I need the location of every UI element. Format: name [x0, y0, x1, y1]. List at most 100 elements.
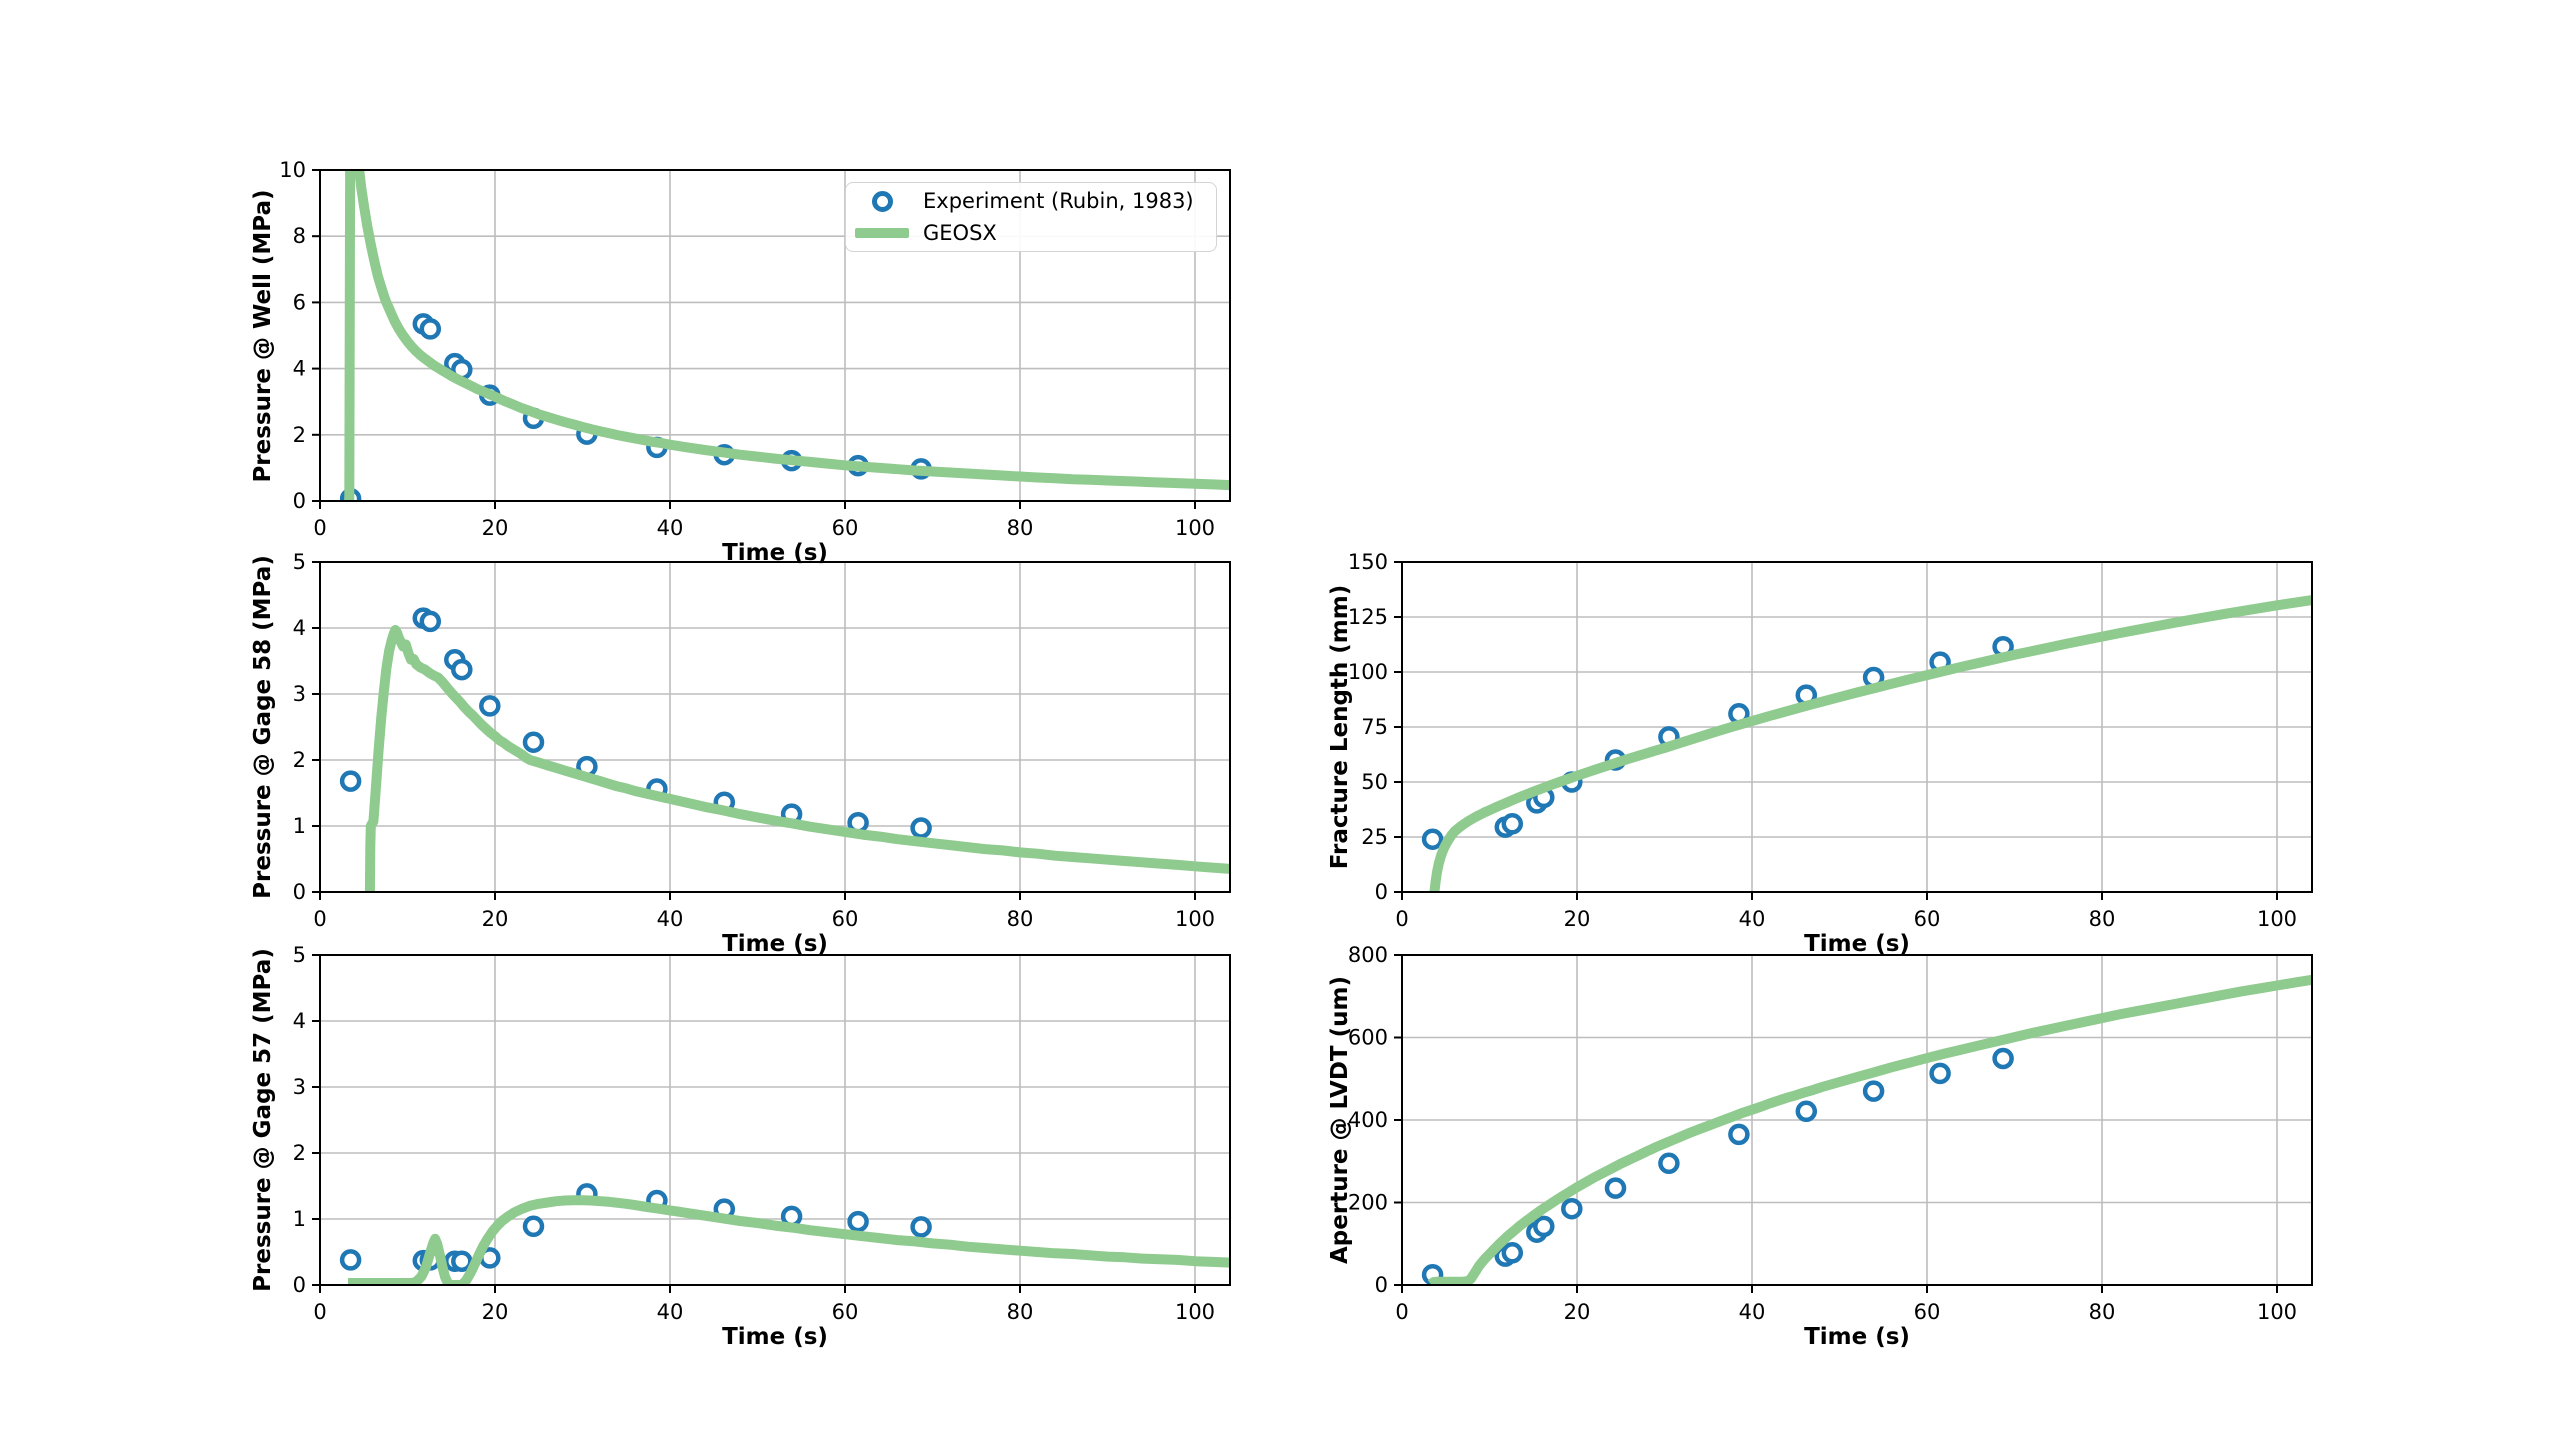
x-tick-label: 100	[1175, 1300, 1215, 1324]
legend-handle	[854, 190, 910, 212]
experiment-point	[910, 817, 932, 839]
experiment-point	[1728, 1123, 1750, 1146]
y-tick-label: 50	[1361, 770, 1388, 794]
y-tick-label: 1	[293, 1207, 306, 1231]
legend-handle	[854, 228, 910, 238]
x-tick-label: 80	[2089, 907, 2116, 931]
experiment-point	[419, 610, 442, 633]
x-tick-label: 20	[1564, 907, 1591, 931]
y-tick-label: 2	[293, 748, 306, 772]
experiment-point	[1862, 1080, 1885, 1102]
chart-aperture-lvdt: 0 20 40 60 80 100 0 200 400 600 800	[1348, 943, 2313, 1324]
experiment-points	[339, 607, 932, 839]
y-tick-label: 3	[293, 1075, 306, 1099]
y-axis-label-aperture-lvdt: Aperture @ LVDT (um)	[1327, 976, 1353, 1264]
experiment-point	[1501, 813, 1524, 835]
x-tick-label: 40	[1739, 1300, 1766, 1324]
x-axis-label-time-3: Time (s)	[1804, 931, 1910, 957]
tick-labels: 0 20 40 60 80 100 0 200 400 600 800	[1348, 943, 2297, 1324]
legend-label-geosx: GEOSX	[923, 221, 997, 245]
y-tick-label: 1	[293, 814, 306, 838]
experiment-point	[1421, 828, 1444, 850]
experiment-point	[1795, 1100, 1818, 1123]
tick-labels: 0 20 40 60 80 100 0 25 50 75 100 125 150	[1348, 550, 2297, 931]
experiment-points	[339, 313, 932, 502]
x-tick-label: 60	[1914, 907, 1941, 931]
experiment-point	[339, 770, 362, 792]
legend-item-geosx: GEOSX	[854, 217, 1208, 249]
experiment-point	[522, 731, 545, 753]
legend-label-experiment: Experiment (Rubin, 1983)	[923, 189, 1194, 213]
axes-spines	[319, 561, 1231, 893]
y-tick-label: 2	[293, 423, 306, 447]
y-tick-label: 4	[293, 616, 306, 640]
y-tick-label: 125	[1348, 605, 1388, 629]
x-axis-label-time-2: Time (s)	[722, 1324, 828, 1350]
y-tick-label: 800	[1348, 943, 1388, 967]
y-tick-label: 25	[1361, 825, 1388, 849]
x-tick-label: 40	[1739, 907, 1766, 931]
gridlines	[319, 954, 1230, 1286]
experiment-point	[451, 658, 473, 681]
y-axis-label-pressure-gage58: Pressure @ Gage 58 (MPa)	[250, 555, 276, 899]
y-tick-label: 5	[293, 943, 306, 967]
y-tick-label: 0	[1375, 1273, 1388, 1297]
x-tick-label: 20	[482, 516, 509, 540]
x-tick-label: 80	[2089, 1300, 2116, 1324]
x-tick-label: 60	[832, 1300, 859, 1324]
x-axis-label-time-0: Time (s)	[722, 540, 828, 566]
y-tick-label: 75	[1361, 715, 1388, 739]
axes-spines	[319, 954, 1231, 1286]
geosx-line	[1427, 974, 2313, 1286]
tick-marks	[312, 954, 1196, 1293]
tick-marks	[1394, 561, 2278, 900]
y-tick-label: 100	[1348, 660, 1388, 684]
x-tick-label: 80	[1007, 516, 1034, 540]
x-tick-label: 80	[1007, 907, 1034, 931]
x-tick-label: 0	[313, 1300, 326, 1324]
gridlines	[1401, 561, 2312, 893]
x-tick-label: 80	[1007, 1300, 1034, 1324]
x-tick-label: 40	[657, 907, 684, 931]
y-tick-label: 0	[293, 880, 306, 904]
x-tick-label: 60	[832, 516, 859, 540]
geosx-line	[344, 169, 1231, 502]
experiment-point	[1561, 1197, 1583, 1220]
tick-marks	[312, 561, 1196, 900]
y-tick-label: 0	[293, 489, 306, 513]
tick-marks	[1394, 954, 2278, 1293]
experiment-point	[1929, 1062, 1951, 1085]
x-tick-label: 0	[313, 907, 326, 931]
experiment-point	[451, 1250, 473, 1272]
experiment-point	[1658, 1152, 1680, 1175]
y-tick-label: 3	[293, 682, 306, 706]
x-tick-label: 0	[313, 516, 326, 540]
experiment-point	[847, 1210, 869, 1233]
x-tick-label: 100	[1175, 516, 1215, 540]
experiment-marker-icon	[871, 190, 893, 212]
x-tick-label: 60	[1914, 1300, 1941, 1324]
experiment-point	[522, 1215, 545, 1238]
y-tick-label: 5	[293, 550, 306, 574]
tick-labels: 0 20 40 60 80 100 0 1 2 3 4 5	[293, 550, 1215, 931]
geosx-line	[364, 625, 1231, 893]
y-tick-label: 8	[293, 224, 306, 248]
legend: Experiment (Rubin, 1983) GEOSX	[845, 182, 1217, 252]
chart-pressure-gage58: 0 20 40 60 80 100 0 1 2 3 4 5	[293, 550, 1231, 931]
geosx-line-icon	[855, 228, 909, 238]
experiment-point	[1992, 1047, 2014, 1070]
x-tick-label: 0	[1395, 907, 1408, 931]
y-tick-label: 4	[293, 1009, 306, 1033]
x-tick-label: 0	[1395, 1300, 1408, 1324]
experiment-point	[479, 695, 501, 717]
y-tick-label: 0	[293, 1273, 306, 1297]
y-tick-label: 150	[1348, 550, 1388, 574]
x-axis-label-time-1: Time (s)	[722, 931, 828, 957]
x-axis-label-time-4: Time (s)	[1804, 1324, 1910, 1350]
y-tick-label: 2	[293, 1141, 306, 1165]
tick-marks	[312, 169, 1196, 509]
axes-spines	[319, 169, 1231, 502]
y-tick-label: 600	[1348, 1026, 1388, 1050]
